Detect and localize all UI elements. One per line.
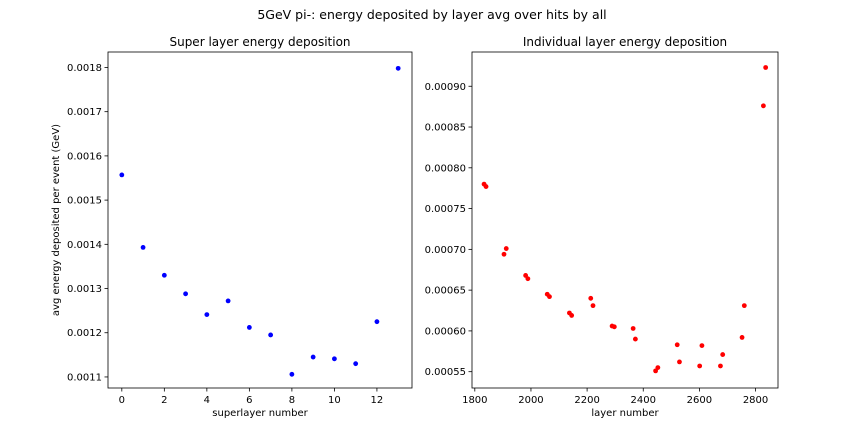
- data-point: [483, 184, 489, 189]
- data-point: [588, 295, 594, 301]
- individual-layer-plot: Individual layer energy deposition 1800 20…: [425, 35, 779, 419]
- plot-frame: [471, 51, 779, 389]
- data-point: [741, 303, 747, 309]
- x-tick-label: 2200: [574, 395, 599, 406]
- plot-title: Super layer energy deposition: [169, 35, 350, 49]
- data-point: [119, 172, 125, 178]
- y-tick-label: 0.00085: [425, 123, 466, 134]
- y-axis-label: avg energy deposited per event (GeV): [51, 124, 62, 316]
- x-tick-label: 2400: [631, 395, 656, 406]
- data-point: [268, 332, 274, 338]
- x-tick-label: 4: [204, 395, 210, 406]
- x-tick-label: 12: [371, 395, 384, 406]
- y-tick-label: 0.00060: [425, 326, 466, 337]
- x-tick-label: 2800: [743, 395, 768, 406]
- data-point: [310, 354, 316, 360]
- data-point: [761, 103, 766, 109]
- data-point: [246, 325, 252, 330]
- data-point: [569, 313, 575, 318]
- y-tick-label: 0.00070: [425, 245, 466, 256]
- data-point: [503, 246, 509, 251]
- figure-suptitle: 5GeV pi-: energy deposited by layer avg …: [257, 7, 606, 22]
- data-point: [525, 276, 531, 282]
- data-point: [697, 363, 703, 369]
- data-point: [655, 365, 661, 371]
- y-tick-label: 0.0017: [67, 107, 102, 118]
- x-tick-label: 2: [161, 395, 167, 406]
- y-tick-label: 0.0018: [67, 63, 102, 74]
- data-point: [140, 245, 146, 250]
- data-point: [590, 303, 596, 309]
- data-point: [699, 343, 705, 348]
- data-point: [632, 336, 638, 342]
- data-point: [720, 352, 726, 357]
- data-point: [204, 312, 210, 318]
- data-point: [332, 356, 337, 362]
- data-point: [763, 65, 769, 70]
- y-tick-label: 0.00055: [425, 367, 466, 378]
- x-tick-label: 6: [246, 395, 252, 406]
- y-tick-label: 0.00080: [425, 163, 466, 174]
- data-point: [611, 324, 617, 330]
- data-point: [289, 371, 295, 377]
- y-tick-label: 0.0013: [67, 284, 102, 295]
- super-layer-plot: Super layer energy deposition 0 2 4 6 8 10 12 0.…: [51, 35, 413, 419]
- y-tick-label: 0.0015: [67, 196, 102, 207]
- data-point: [183, 291, 188, 297]
- y-tick-label: 0.0012: [67, 328, 102, 339]
- data-point: [739, 335, 745, 340]
- x-tick-label: 1800: [462, 395, 487, 406]
- data-point: [395, 65, 401, 71]
- data-point: [501, 251, 507, 257]
- y-tick-label: 0.0011: [67, 372, 102, 383]
- data-point: [353, 361, 359, 367]
- data-point: [718, 363, 723, 369]
- x-tick-label: 0: [119, 395, 125, 406]
- data-point: [677, 359, 682, 365]
- y-tick-label: 0.00075: [425, 204, 466, 215]
- data-point: [225, 298, 231, 304]
- data-point: [547, 294, 552, 300]
- y-tick-label: 0.00065: [425, 286, 466, 297]
- data-point: [374, 319, 380, 325]
- x-tick-label: 8: [289, 395, 295, 406]
- x-tick-label: 2600: [687, 395, 712, 406]
- plot-title: Individual layer energy deposition: [523, 35, 727, 49]
- x-axis-label: layer number: [591, 408, 659, 419]
- y-tick-label: 0.00090: [425, 82, 466, 93]
- data-point: [674, 342, 680, 348]
- x-tick-label: 10: [328, 395, 341, 406]
- y-tick-label: 0.0016: [67, 151, 102, 162]
- data-point: [161, 272, 167, 278]
- data-point: [630, 326, 636, 331]
- x-tick-label: 2000: [518, 395, 543, 406]
- y-tick-label: 0.0014: [67, 240, 102, 251]
- x-axis-label: superlayer number: [212, 408, 308, 419]
- plot-frame: [107, 51, 413, 389]
